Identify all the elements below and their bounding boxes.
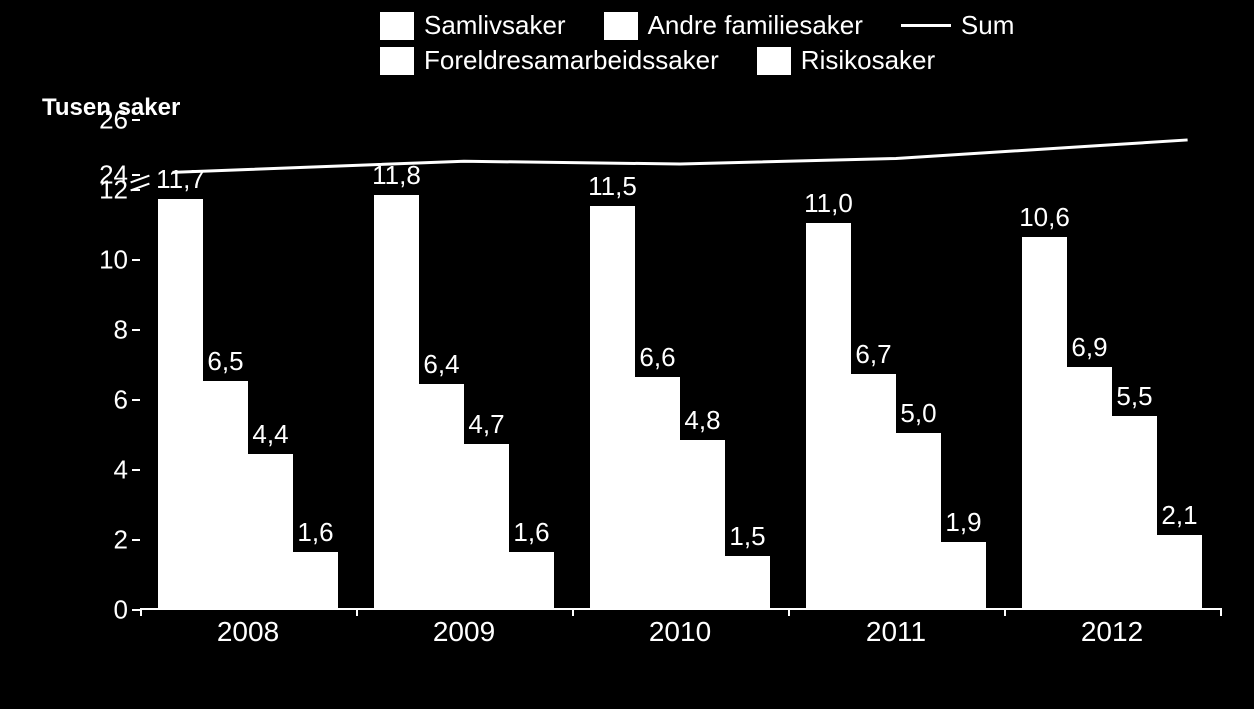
y-axis: 0246810122426 bbox=[80, 120, 140, 650]
legend-label: Risikosaker bbox=[801, 45, 935, 76]
bar-value-label: 4,8 bbox=[684, 405, 720, 436]
bar-andre bbox=[464, 444, 509, 609]
bar-value-label: 6,9 bbox=[1071, 332, 1107, 363]
bar-andre bbox=[1112, 416, 1157, 609]
bar-foreldre bbox=[203, 381, 248, 609]
y-tick-mark bbox=[132, 539, 140, 541]
bar-samliv bbox=[158, 199, 203, 609]
legend-item-andre: Andre familiesaker bbox=[604, 10, 863, 41]
bar-value-label: 1,6 bbox=[297, 517, 333, 548]
bar-value-label: 4,7 bbox=[468, 409, 504, 440]
bar-risiko bbox=[509, 552, 554, 608]
plot-region: 11,76,54,41,6200811,86,44,71,6200911,56,… bbox=[140, 120, 1220, 610]
legend-swatch-icon bbox=[757, 47, 791, 75]
bar-andre bbox=[248, 454, 293, 608]
bar-group: 11,76,54,41,62008 bbox=[158, 120, 338, 608]
legend: Samlivsaker Andre familiesaker Sum Forel… bbox=[380, 10, 1044, 80]
bar-value-label: 11,8 bbox=[372, 160, 421, 191]
bar-value-label: 5,0 bbox=[900, 398, 936, 429]
bar-value-label: 6,5 bbox=[207, 346, 243, 377]
bar-group: 11,06,75,01,92011 bbox=[806, 120, 986, 608]
y-tick-label: 0 bbox=[78, 595, 128, 626]
bar-value-label: 11,5 bbox=[588, 171, 637, 202]
bar-group: 10,66,95,52,12012 bbox=[1022, 120, 1202, 608]
y-tick-mark bbox=[132, 174, 140, 176]
bar-risiko bbox=[1157, 535, 1202, 609]
bar-risiko bbox=[941, 542, 986, 609]
y-tick-mark bbox=[132, 399, 140, 401]
chart-area: 0246810122426 11,76,54,41,6200811,86,44,… bbox=[80, 120, 1220, 650]
bar-samliv bbox=[590, 206, 635, 609]
bar-andre bbox=[896, 433, 941, 608]
bar-group: 11,56,64,81,52010 bbox=[590, 120, 770, 608]
bar-samliv bbox=[806, 223, 851, 608]
bar-andre bbox=[680, 440, 725, 608]
x-tick-mark bbox=[1004, 608, 1006, 616]
legend-label: Foreldresamarbeidssaker bbox=[424, 45, 719, 76]
legend-label: Samlivsaker bbox=[424, 10, 566, 41]
bar-foreldre bbox=[635, 377, 680, 608]
bar-value-label: 6,4 bbox=[423, 349, 459, 380]
y-tick-label: 4 bbox=[78, 455, 128, 486]
y-tick-label: 6 bbox=[78, 385, 128, 416]
bar-samliv bbox=[1022, 237, 1067, 608]
legend-line-icon bbox=[901, 24, 951, 27]
x-tick-label: 2008 bbox=[217, 616, 279, 648]
legend-item-foreldre: Foreldresamarbeidssaker bbox=[380, 45, 719, 76]
x-tick-label: 2011 bbox=[866, 616, 926, 648]
x-tick-mark bbox=[788, 608, 790, 616]
legend-swatch-icon bbox=[380, 12, 414, 40]
y-tick-mark bbox=[132, 469, 140, 471]
x-tick-label: 2010 bbox=[649, 616, 711, 648]
bar-value-label: 1,9 bbox=[945, 507, 981, 538]
x-tick-mark bbox=[1220, 608, 1222, 616]
legend-label: Andre familiesaker bbox=[648, 10, 863, 41]
bar-foreldre bbox=[1067, 367, 1112, 609]
legend-label: Sum bbox=[961, 10, 1014, 41]
x-tick-label: 2009 bbox=[433, 616, 495, 648]
bar-value-label: 11,0 bbox=[804, 188, 853, 219]
bar-foreldre bbox=[851, 374, 896, 609]
x-tick-label: 2012 bbox=[1081, 616, 1143, 648]
bar-value-label: 2,1 bbox=[1161, 500, 1197, 531]
legend-swatch-icon bbox=[604, 12, 638, 40]
bar-value-label: 6,7 bbox=[855, 339, 891, 370]
x-tick-mark bbox=[356, 608, 358, 616]
y-tick-label: 10 bbox=[78, 245, 128, 276]
y-tick-label: 24 bbox=[78, 160, 128, 191]
y-tick-label: 26 bbox=[78, 105, 128, 136]
bar-samliv bbox=[374, 195, 419, 608]
bar-value-label: 1,5 bbox=[729, 521, 765, 552]
bar-value-label: 1,6 bbox=[513, 517, 549, 548]
legend-swatch-icon bbox=[380, 47, 414, 75]
bar-foreldre bbox=[419, 384, 464, 608]
bar-value-label: 6,6 bbox=[639, 342, 675, 373]
legend-item-risiko: Risikosaker bbox=[757, 45, 935, 76]
y-tick-mark bbox=[132, 119, 140, 121]
legend-item-samliv: Samlivsaker bbox=[380, 10, 566, 41]
x-tick-mark bbox=[572, 608, 574, 616]
y-tick-label: 2 bbox=[78, 525, 128, 556]
bar-value-label: 10,6 bbox=[1019, 202, 1070, 233]
y-tick-label: 8 bbox=[78, 315, 128, 346]
bar-value-label: 4,4 bbox=[252, 419, 288, 450]
bar-risiko bbox=[293, 552, 338, 608]
bar-value-label: 11,7 bbox=[156, 164, 205, 195]
bar-value-label: 5,5 bbox=[1116, 381, 1152, 412]
y-tick-mark bbox=[132, 609, 140, 611]
y-tick-mark bbox=[132, 259, 140, 261]
x-tick-mark bbox=[140, 608, 142, 616]
bar-risiko bbox=[725, 556, 770, 609]
bar-group: 11,86,44,71,62009 bbox=[374, 120, 554, 608]
legend-item-sum: Sum bbox=[901, 10, 1014, 41]
y-tick-mark bbox=[132, 329, 140, 331]
